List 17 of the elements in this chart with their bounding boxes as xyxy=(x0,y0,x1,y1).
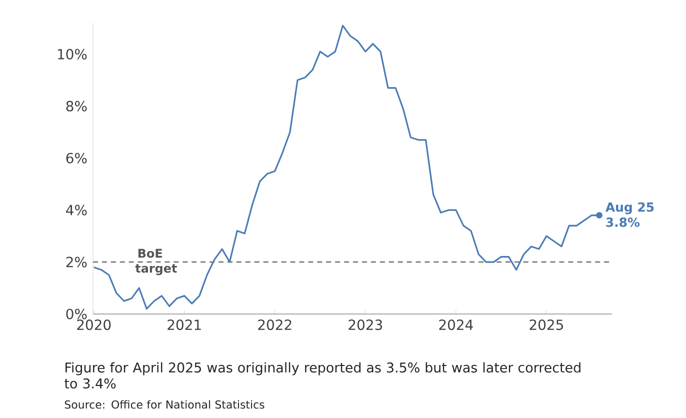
y-tick-label: 2% xyxy=(66,256,87,268)
x-tick-label: 2020 xyxy=(77,320,111,330)
y-tick-label: 4% xyxy=(66,204,87,216)
y-tick-label: 8% xyxy=(66,100,87,112)
x-tick-label: 2025 xyxy=(530,320,563,330)
annotation: Aug 25 xyxy=(605,202,654,214)
x-tick-label: 2023 xyxy=(348,320,382,330)
y-tick-label: 10% xyxy=(58,48,87,60)
x-tick-label: 2022 xyxy=(258,320,292,330)
y-tick-label: 6% xyxy=(66,152,87,164)
source-note: Source: Office for National Statistics xyxy=(64,400,264,409)
y-tick-label: 0% xyxy=(66,308,87,320)
x-tick-label: 2021 xyxy=(168,320,201,330)
ref-line-label: BoE target xyxy=(135,248,177,276)
text: Figure for April 2025 was originally reported as 3.5% but was later corrected to 3.4% xyxy=(64,362,580,389)
x-tick-label: 2024 xyxy=(439,320,473,330)
annotation: 3.8% xyxy=(606,218,640,227)
